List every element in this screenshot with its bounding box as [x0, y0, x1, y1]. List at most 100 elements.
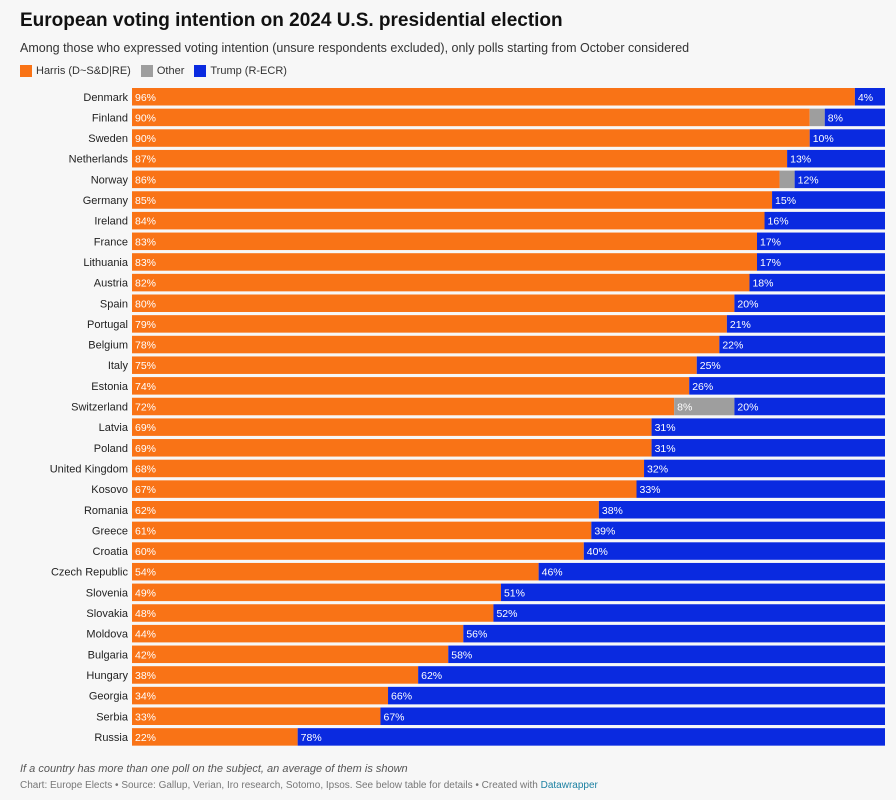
category-label-belgium: Belgium [88, 340, 128, 352]
bar-trump-r-ecr-netherlands [787, 149, 885, 168]
datawrapper-link[interactable]: Datawrapper [540, 780, 598, 791]
value-label-trump-r-ecr-spain: 20% [737, 298, 758, 310]
value-label-harris-d-s-d-re-greece: 61% [135, 525, 156, 537]
bar-trump-r-ecr-romania [598, 501, 885, 519]
bar-harris-d-s-d-re-poland [132, 439, 652, 457]
value-label-trump-r-ecr-sweden: 10% [813, 133, 834, 145]
bar-harris-d-s-d-re-ireland [132, 211, 765, 230]
value-label-trump-r-ecr-slovakia: 52% [496, 608, 517, 620]
bar-trump-r-ecr-slovenia [500, 583, 885, 602]
value-label-harris-d-s-d-re-france: 83% [135, 236, 156, 248]
value-label-harris-d-s-d-re-latvia: 69% [135, 422, 156, 434]
value-label-trump-r-ecr-kosovo: 33% [640, 484, 661, 496]
value-label-harris-d-s-d-re-hungary: 38% [135, 670, 156, 682]
bar-trump-r-ecr-bulgaria [448, 645, 885, 664]
bar-harris-d-s-d-re-slovakia [132, 604, 494, 622]
value-label-harris-d-s-d-re-estonia: 74% [135, 381, 156, 393]
bar-trump-r-ecr-greece [591, 521, 885, 540]
bar-trump-r-ecr-norway [794, 170, 885, 189]
bar-harris-d-s-d-re-sweden [132, 129, 810, 147]
bar-harris-d-s-d-re-latvia [132, 418, 652, 436]
bar-harris-d-s-d-re-france [132, 232, 757, 251]
category-label-romania: Romania [84, 505, 129, 517]
bar-other-finland [809, 108, 825, 127]
category-label-germany: Germany [83, 195, 129, 207]
value-label-trump-r-ecr-norway: 12% [798, 174, 819, 186]
bar-harris-d-s-d-re-spain [132, 294, 735, 312]
value-label-trump-r-ecr-united-kingdom: 32% [647, 463, 668, 475]
footnote: If a country has more than one poll on t… [20, 763, 408, 775]
bar-other-switzerland [674, 397, 735, 416]
bar-trump-r-ecr-croatia [583, 542, 885, 560]
legend-label-trump: Trump (R-ECR) [210, 65, 287, 77]
category-label-latvia: Latvia [99, 422, 129, 434]
category-label-united-kingdom: United Kingdom [50, 463, 128, 475]
value-label-harris-d-s-d-re-denmark: 96% [135, 92, 156, 104]
bar-trump-r-ecr-denmark [854, 88, 885, 106]
category-label-slovenia: Slovenia [86, 587, 129, 599]
value-label-harris-d-s-d-re-russia: 22% [135, 732, 156, 744]
bar-harris-d-s-d-re-slovenia [132, 583, 501, 602]
category-label-hungary: Hungary [86, 670, 128, 682]
bar-harris-d-s-d-re-serbia [132, 707, 381, 725]
category-label-moldova: Moldova [86, 629, 128, 641]
category-label-estonia: Estonia [91, 381, 129, 393]
value-label-harris-d-s-d-re-sweden: 90% [135, 133, 156, 145]
category-label-austria: Austria [94, 278, 129, 290]
legend-item-trump: Trump (R-ECR) [194, 65, 287, 77]
category-label-ireland: Ireland [94, 216, 128, 228]
value-label-harris-d-s-d-re-lithuania: 83% [135, 257, 156, 269]
value-label-trump-r-ecr-estonia: 26% [692, 381, 713, 393]
category-label-switzerland: Switzerland [71, 402, 128, 414]
value-label-trump-r-ecr-austria: 18% [752, 278, 773, 290]
category-label-portugal: Portugal [87, 319, 128, 331]
category-label-greece: Greece [92, 525, 128, 537]
category-label-france: France [94, 236, 128, 248]
bar-trump-r-ecr-kosovo [636, 480, 885, 498]
bar-harris-d-s-d-re-romania [132, 501, 599, 519]
bar-harris-d-s-d-re-lithuania [132, 253, 757, 271]
bar-trump-r-ecr-austria [749, 273, 885, 292]
bar-harris-d-s-d-re-denmark [132, 88, 855, 106]
legend-swatch-trump [194, 65, 207, 77]
value-label-harris-d-s-d-re-moldova: 44% [135, 629, 156, 641]
value-label-harris-d-s-d-re-italy: 75% [135, 360, 156, 372]
value-label-trump-r-ecr-switzerland: 20% [737, 402, 758, 414]
bar-trump-r-ecr-slovakia [493, 604, 885, 622]
bar-trump-r-ecr-hungary [418, 666, 885, 684]
value-label-trump-r-ecr-czech-republic: 46% [542, 567, 563, 579]
bar-trump-r-ecr-ireland [764, 211, 885, 230]
value-label-harris-d-s-d-re-austria: 82% [135, 278, 156, 290]
bar-harris-d-s-d-re-kosovo [132, 480, 637, 498]
bar-harris-d-s-d-re-finland [132, 108, 810, 127]
value-label-trump-r-ecr-moldova: 56% [466, 629, 487, 641]
stacked-bar-chart: Denmark 96% 4% Finland 90% 8% Sweden 90% 10% Neth… [50, 88, 885, 746]
category-label-norway: Norway [91, 174, 129, 186]
value-label-harris-d-s-d-re-switzerland: 72% [135, 402, 156, 414]
category-label-serbia: Serbia [96, 711, 129, 723]
bar-trump-r-ecr-russia [297, 728, 885, 746]
value-label-trump-r-ecr-croatia: 40% [587, 546, 608, 558]
bar-harris-d-s-d-re-netherlands [132, 149, 788, 168]
value-label-harris-d-s-d-re-georgia: 34% [135, 691, 156, 703]
chart-title: European voting intention on 2024 U.S. p… [20, 10, 563, 31]
bar-harris-d-s-d-re-georgia [132, 686, 389, 705]
legend: Harris (D~S&D|RE) Other Trump (R-ECR) [20, 65, 287, 77]
category-label-denmark: Denmark [83, 92, 128, 104]
bar-trump-r-ecr-belgium [719, 335, 885, 354]
value-label-trump-r-ecr-netherlands: 13% [790, 154, 811, 166]
category-label-croatia: Croatia [93, 546, 129, 558]
value-label-harris-d-s-d-re-netherlands: 87% [135, 154, 156, 166]
value-label-trump-r-ecr-portugal: 21% [730, 319, 751, 331]
value-label-trump-r-ecr-georgia: 66% [391, 691, 412, 703]
bar-trump-r-ecr-italy [696, 356, 885, 374]
value-label-trump-r-ecr-romania: 38% [602, 505, 623, 517]
value-label-trump-r-ecr-bulgaria: 58% [451, 649, 472, 661]
category-label-sweden: Sweden [88, 133, 128, 145]
value-label-harris-d-s-d-re-czech-republic: 54% [135, 567, 156, 579]
bar-harris-d-s-d-re-united-kingdom [132, 459, 645, 478]
bar-trump-r-ecr-latvia [651, 418, 885, 436]
bar-harris-d-s-d-re-austria [132, 273, 750, 292]
value-label-trump-r-ecr-greece: 39% [594, 525, 615, 537]
bar-trump-r-ecr-spain [734, 294, 885, 312]
